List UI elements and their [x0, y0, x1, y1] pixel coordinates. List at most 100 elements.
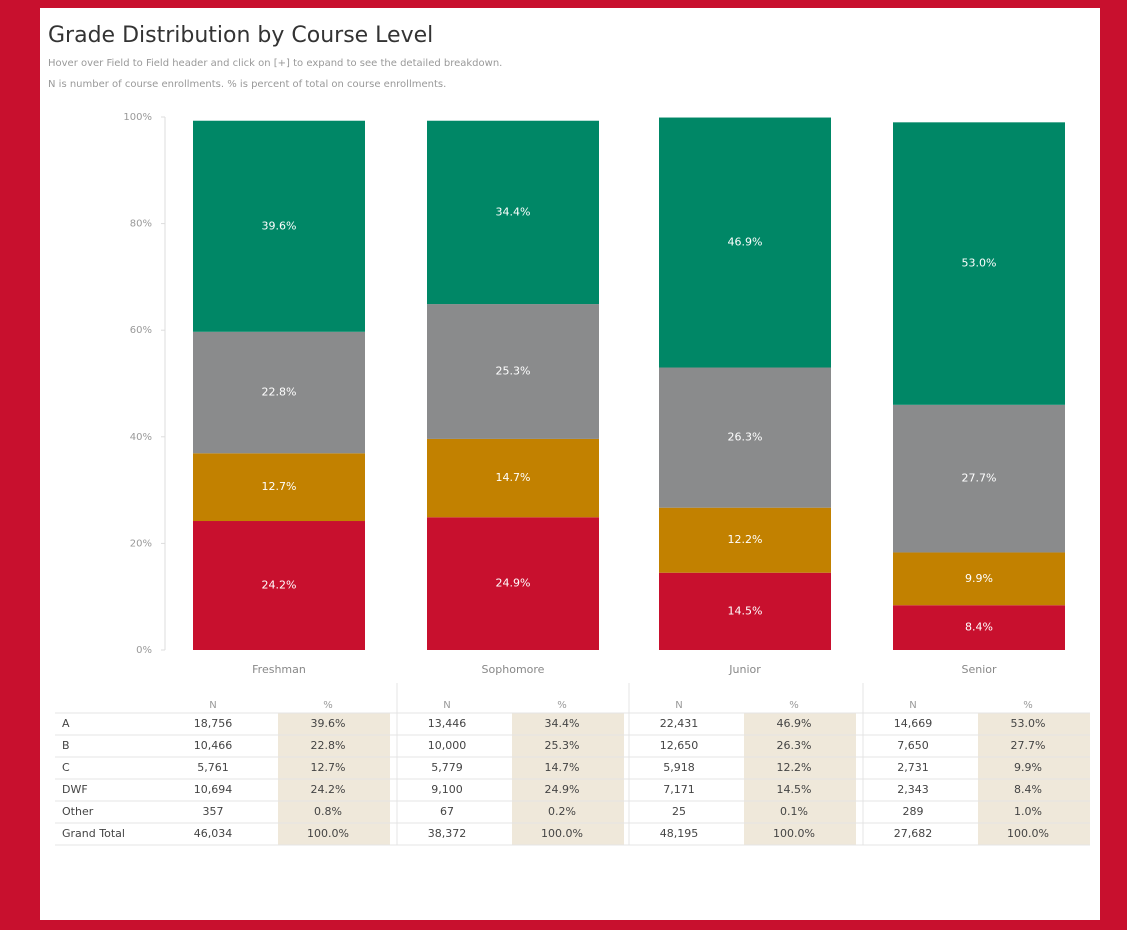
- y-tick-label: 60%: [130, 325, 152, 336]
- data-label: 14.7%: [496, 471, 531, 484]
- row-label: C: [62, 761, 70, 774]
- row-label: A: [62, 717, 70, 730]
- table-cell: 9.9%: [1014, 761, 1042, 774]
- bar-segment: [893, 552, 1065, 606]
- table-cell: 14.5%: [777, 783, 812, 796]
- x-tick-label: Freshman: [252, 663, 306, 676]
- bar-segment: [659, 117, 831, 368]
- table-cell: 13,446: [428, 717, 467, 730]
- data-label: 14.5%: [728, 604, 763, 617]
- column-header: %: [789, 700, 799, 711]
- table-cell: 100.0%: [307, 827, 349, 840]
- table-cell: 10,466: [194, 739, 233, 752]
- bar-segment: [427, 438, 599, 518]
- bar-segment: [193, 120, 365, 332]
- table-cell: 34.4%: [545, 717, 580, 730]
- x-tick-label: Sophomore: [482, 663, 545, 676]
- table-cell: 14,669: [894, 717, 933, 730]
- bar-segment: [893, 122, 1065, 405]
- bar-segment: [193, 453, 365, 522]
- bar-segment: [893, 605, 1065, 650]
- subtitle: Hover over Field to Field header and cli…: [48, 58, 502, 69]
- table-cell: 25: [672, 805, 686, 818]
- bar-segment: [427, 120, 599, 305]
- row-label: B: [62, 739, 70, 752]
- table-cell: 53.0%: [1011, 717, 1046, 730]
- table-cell: 8.4%: [1014, 783, 1042, 796]
- data-label: 12.7%: [262, 480, 297, 493]
- table-cell: 9,100: [431, 783, 463, 796]
- data-label: 27.7%: [962, 472, 997, 485]
- table-cell: 67: [440, 805, 454, 818]
- column-header: %: [1023, 700, 1033, 711]
- table-cell: 0.1%: [780, 805, 808, 818]
- x-tick-label: Junior: [728, 663, 761, 676]
- row-label: Other: [62, 805, 94, 818]
- table-cell: 5,779: [431, 761, 463, 774]
- bar-segment: [659, 507, 831, 573]
- column-header: %: [557, 700, 567, 711]
- data-label: 26.3%: [728, 431, 763, 444]
- chart-title: Grade Distribution by Course Level: [48, 23, 433, 48]
- bar-segment: [659, 367, 831, 508]
- data-label: 24.9%: [496, 577, 531, 590]
- data-label: 9.9%: [965, 572, 993, 585]
- table-cell: 1.0%: [1014, 805, 1042, 818]
- column-header: N: [443, 700, 450, 711]
- table-cell: 100.0%: [541, 827, 583, 840]
- table-cell: 5,761: [197, 761, 229, 774]
- table-cell: 12.7%: [311, 761, 346, 774]
- y-tick-label: 40%: [130, 432, 152, 443]
- table-cell: 100.0%: [773, 827, 815, 840]
- table-cell: 46,034: [194, 827, 233, 840]
- bar-segment: [659, 572, 831, 650]
- table-cell: 27.7%: [1011, 739, 1046, 752]
- data-label: 12.2%: [728, 533, 763, 546]
- table-cell: 27,682: [894, 827, 933, 840]
- y-tick-label: 0%: [136, 645, 152, 656]
- table-cell: 38,372: [428, 827, 467, 840]
- table-cell: 0.8%: [314, 805, 342, 818]
- data-label: 34.4%: [496, 205, 531, 218]
- data-label: 25.3%: [496, 365, 531, 378]
- chart: Grade Distribution by Course Level Hover…: [48, 23, 1090, 846]
- table-cell: 22,431: [660, 717, 699, 730]
- y-tick-label: 20%: [130, 538, 152, 549]
- table-cell: 5,918: [663, 761, 695, 774]
- table-cell: 12,650: [660, 739, 699, 752]
- data-label: 46.9%: [728, 236, 763, 249]
- table-cell: 2,343: [897, 783, 929, 796]
- table-cell: 7,171: [663, 783, 695, 796]
- table-cell: 24.9%: [545, 783, 580, 796]
- table-cell: 26.3%: [777, 739, 812, 752]
- table-cell: 18,756: [194, 717, 233, 730]
- data-label: 53.0%: [962, 257, 997, 270]
- table-cell: 10,000: [428, 739, 467, 752]
- table-cell: 48,195: [660, 827, 699, 840]
- column-header: N: [209, 700, 216, 711]
- table-cell: 22.8%: [311, 739, 346, 752]
- data-label: 22.8%: [262, 386, 297, 399]
- table-cell: 25.3%: [545, 739, 580, 752]
- bar-segment: [193, 521, 365, 650]
- table-cell: 39.6%: [311, 717, 346, 730]
- row-label: Grand Total: [62, 827, 125, 840]
- bar-segment: [427, 517, 599, 650]
- table-cell: 10,694: [194, 783, 233, 796]
- table-cell: 100.0%: [1007, 827, 1049, 840]
- data-label: 39.6%: [262, 219, 297, 232]
- bar-segment: [427, 304, 599, 439]
- table-cell: 289: [903, 805, 924, 818]
- bar-segment: [193, 331, 365, 454]
- column-header: N: [909, 700, 916, 711]
- subtitle: N is number of course enrollments. % is …: [48, 79, 446, 90]
- column-header: N: [675, 700, 682, 711]
- panel: Grade Distribution by Course Level Hover…: [40, 8, 1100, 920]
- y-tick-label: 80%: [130, 219, 152, 230]
- table-cell: 24.2%: [311, 783, 346, 796]
- bar-segment: [893, 404, 1065, 553]
- x-tick-label: Senior: [961, 663, 997, 676]
- data-label: 8.4%: [965, 621, 993, 634]
- table-cell: 14.7%: [545, 761, 580, 774]
- table-cell: 2,731: [897, 761, 929, 774]
